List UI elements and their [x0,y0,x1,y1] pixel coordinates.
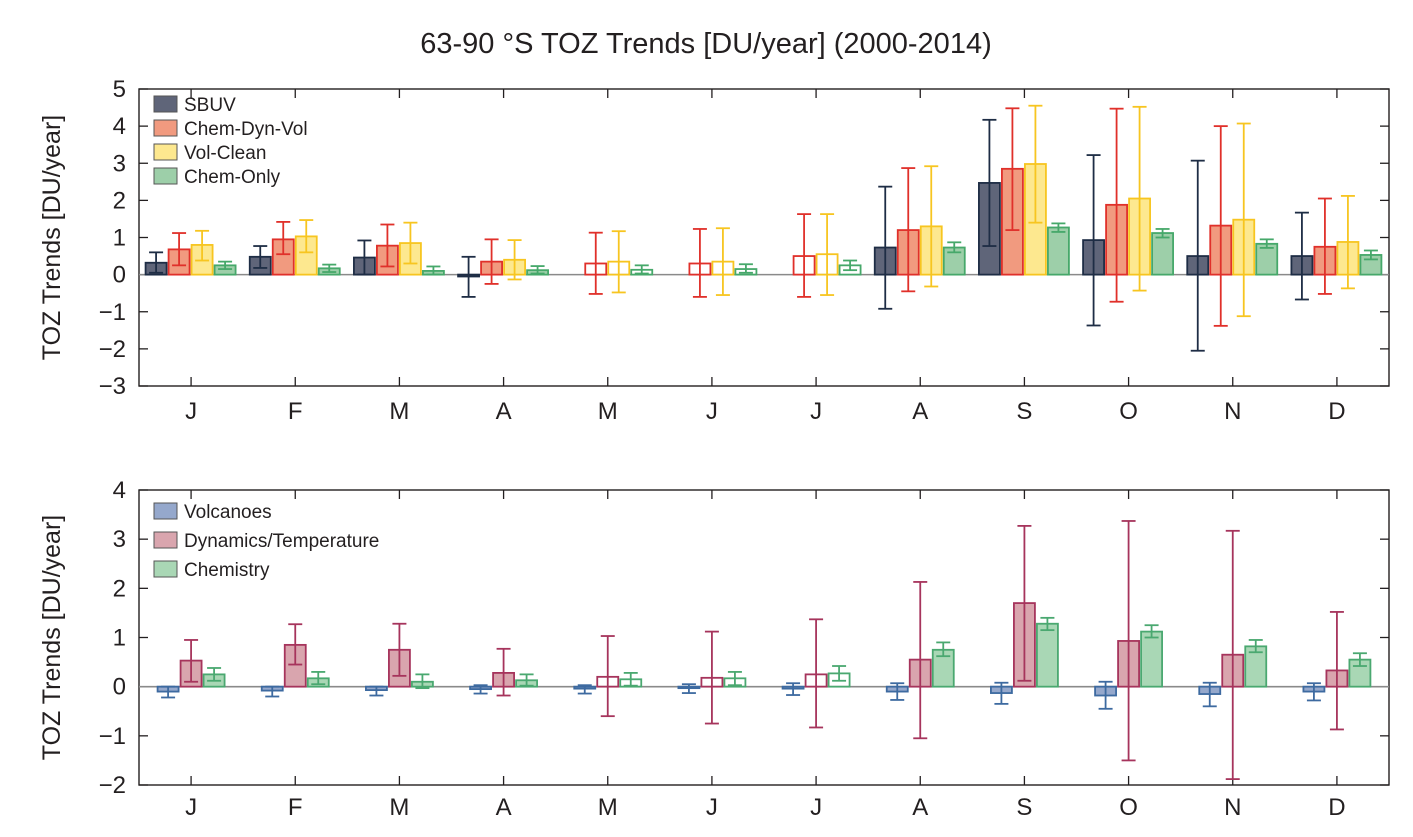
y-tick-label: −1 [99,723,126,750]
legend-label-sbuv: SBUV [184,95,236,116]
x-tick-label: J [185,794,197,821]
legend-swatch-volcanoes [153,502,178,520]
x-tick-label: J [706,398,718,425]
x-tick-label: D [1328,794,1345,821]
legend-label-chem-dyn-vol: Chem-Dyn-Vol [184,119,308,140]
legend-swatch-chemistry [153,560,178,578]
legend-label-dynamics-temperature: Dynamics/Temperature [184,531,379,552]
x-tick-label: A [496,398,512,425]
x-tick-label: S [1016,398,1032,425]
legend-swatch-chem-only [153,167,178,185]
legend-swatch-dynamics-temperature [153,531,178,549]
top-panel: 5 4 3 2 1 0 −1 −2 −3 J F M A M J J A S O N D TOZ Trends [DU/y… [38,76,1390,425]
y-axis-label: TOZ Trends [DU/year] [38,515,66,760]
legend-label-chem-only: Chem-Only [184,167,281,188]
legend-swatch-sbuv [153,95,178,113]
x-tick-label: A [496,794,512,821]
y-tick-label: −2 [99,772,126,799]
x-tick-label: J [185,398,197,425]
y-tick-label: −2 [99,336,126,363]
x-tick-label: M [389,794,409,821]
bar-chemistry [1140,630,1163,688]
y-tick-label: 3 [113,150,126,177]
x-tick-label: M [598,794,618,821]
plot-frame [138,88,1390,387]
y-tick-label: 1 [113,225,126,252]
x-tick-label: O [1119,794,1138,821]
x-tick-label: N [1224,398,1241,425]
y-tick-label: 3 [113,526,126,553]
y-tick-label: 4 [113,477,126,504]
y-tick-label: 1 [113,625,126,652]
x-tick-label: J [706,794,718,821]
x-tick-label: F [288,794,303,821]
y-tick-label: 0 [113,262,126,289]
x-tick-label: M [389,398,409,425]
figure-title: 63-90 °S TOZ Trends [DU/year] (2000-2014… [420,28,991,60]
legend-label-vol-clean: Vol-Clean [184,143,266,164]
x-tick-label: S [1016,794,1032,821]
bar-chem-only [1151,232,1174,276]
x-tick-label: N [1224,794,1241,821]
x-tick-label: M [598,398,618,425]
y-tick-label: 0 [113,674,126,701]
y-tick-label: 4 [113,113,126,140]
legend-swatch-vol-clean [153,143,178,161]
bar-chemistry [1036,622,1059,688]
legend-swatch-chem-dyn-vol [153,119,178,137]
x-tick-label: O [1119,398,1138,425]
x-tick-label: F [288,398,303,425]
y-tick-label: −1 [99,299,126,326]
y-tick-label: 5 [113,76,126,103]
bottom-panel: 4 3 2 1 0 −1 −2 J F M A M J J A S O N D TOZ Trends [DU/year… [38,477,1390,821]
x-tick-label: A [912,794,928,821]
y-axis-label: TOZ Trends [DU/year] [38,115,66,360]
legend-label-chemistry: Chemistry [184,560,270,581]
legend-label-volcanoes: Volcanoes [184,502,272,523]
x-tick-label: J [810,398,822,425]
x-tick-label: D [1328,398,1345,425]
y-tick-label: 2 [113,187,126,214]
bar-chem-only [1047,226,1070,276]
y-tick-label: 2 [113,575,126,602]
y-tick-label: −3 [99,373,126,400]
x-tick-label: A [912,398,928,425]
x-tick-label: J [810,794,822,821]
